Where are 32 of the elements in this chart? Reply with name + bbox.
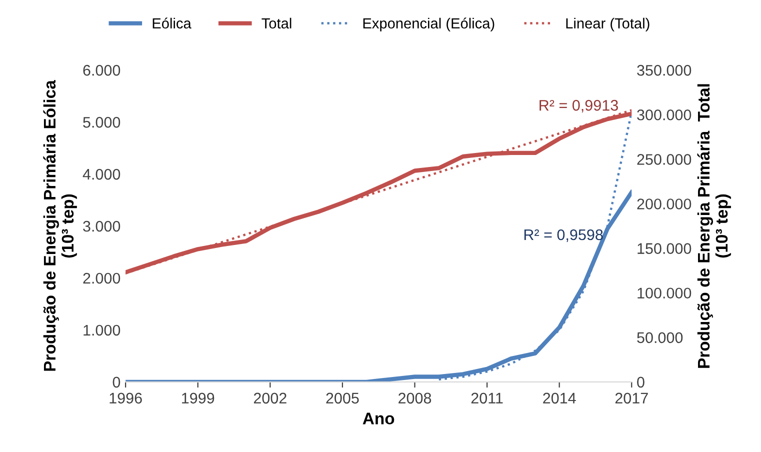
y-tick-label: 3.000 [83, 220, 120, 232]
y-tick-label: 2.000 [83, 272, 120, 284]
y2-tick-label: 0 [637, 376, 644, 388]
y2-tick-label: 350.000 [637, 64, 692, 76]
annotation: R² = 0,9598 [524, 229, 603, 242]
annotation: R² = 0,9913 [540, 100, 618, 113]
legend-label: Exponencial (Eólica) [363, 18, 494, 32]
y2-tick-label: 50.000 [637, 332, 683, 344]
y2-tick-label: 300.000 [637, 109, 692, 120]
y-axis-title: Produção de Energia Primária Eólica (10³ tep) [43, 80, 77, 371]
y-tick-label: 0 [112, 376, 120, 388]
y2-tick-label: 150.000 [638, 243, 692, 254]
x-tick-label: 2017 [615, 392, 648, 404]
legend-label: Eólica [152, 18, 192, 29]
x-tick-label: 2014 [543, 392, 576, 404]
y2-axis-title: Produção de Energia Primária Total (10³ tep) [697, 84, 731, 368]
y-tick-label: 6.000 [83, 64, 120, 76]
y2-tick-label: 200.000 [637, 198, 692, 210]
y2-tick-label: 250.000 [637, 154, 692, 165]
x-tick-label: 2002 [254, 392, 286, 404]
x-tick-label: 1999 [182, 392, 214, 404]
y-tick-label: 4.000 [82, 168, 120, 180]
x-axis-title: Ano [362, 412, 394, 424]
y-tick-label: 5.000 [83, 116, 120, 128]
x-tick-label: 1996 [110, 392, 142, 404]
x-tick-label: 2008 [398, 392, 432, 404]
x-tick-label: 2005 [326, 392, 359, 404]
x-tick-label: 2011 [471, 392, 503, 404]
y-tick-label: 1.000 [84, 324, 120, 336]
y2-tick-label: 100.000 [638, 288, 692, 299]
legend-label: Linear (Total) [566, 18, 650, 32]
legend-label: Total [262, 18, 292, 29]
